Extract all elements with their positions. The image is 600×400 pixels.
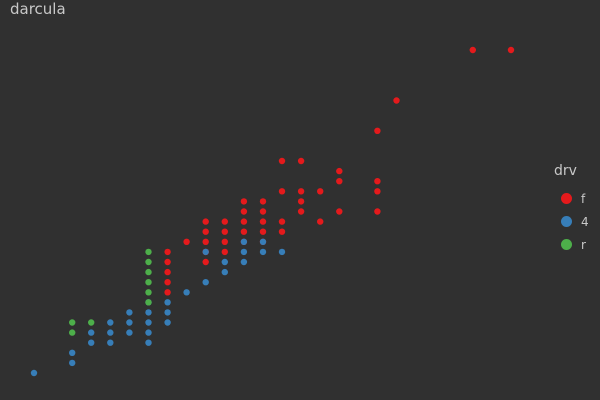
point-f-41 xyxy=(202,258,209,266)
point-4-19 xyxy=(164,319,171,326)
point-f-7 xyxy=(336,178,343,185)
point-4-16 xyxy=(107,319,114,326)
point-f-10 xyxy=(297,188,305,195)
legend-title: drv xyxy=(554,163,577,179)
point-f-31 xyxy=(278,228,286,235)
point-r-6 xyxy=(69,319,76,326)
legend-label-r: r xyxy=(581,237,586,252)
point-f-4 xyxy=(278,157,286,165)
point-f-40 xyxy=(164,258,171,266)
point-f-2 xyxy=(393,97,400,104)
point-f-8 xyxy=(374,178,381,185)
legend-label-f: f xyxy=(581,191,586,206)
point-f-14 xyxy=(259,198,267,205)
point-r-1 xyxy=(145,258,152,266)
point-f-23 xyxy=(240,218,248,225)
point-4-9 xyxy=(202,279,209,286)
point-4-14 xyxy=(145,309,152,316)
point-f-3 xyxy=(374,127,381,134)
point-4-2 xyxy=(202,248,209,256)
point-f-42 xyxy=(164,268,171,276)
point-4-7 xyxy=(240,258,248,266)
point-4-21 xyxy=(107,329,114,336)
point-4-13 xyxy=(126,309,133,316)
point-f-43 xyxy=(164,279,171,286)
point-4-22 xyxy=(126,329,133,336)
point-4-25 xyxy=(107,339,114,346)
point-4-0 xyxy=(240,238,248,245)
point-4-29 xyxy=(30,369,38,377)
point-r-3 xyxy=(145,279,152,286)
point-f-32 xyxy=(183,238,190,245)
legend-key-r xyxy=(561,239,572,250)
chart-title: darcula xyxy=(10,0,66,18)
point-f-29 xyxy=(240,228,248,235)
point-4-24 xyxy=(88,339,95,346)
legend-key-4 xyxy=(561,216,572,227)
point-f-20 xyxy=(374,208,381,215)
point-f-22 xyxy=(221,218,228,225)
point-4-18 xyxy=(145,319,152,326)
point-4-10 xyxy=(183,289,190,296)
point-r-4 xyxy=(145,289,152,296)
point-4-6 xyxy=(221,258,228,266)
point-f-12 xyxy=(374,188,381,195)
point-f-28 xyxy=(221,228,228,235)
legend-item-f: f xyxy=(554,187,589,210)
point-f-27 xyxy=(202,228,209,235)
point-f-9 xyxy=(278,188,286,195)
point-f-24 xyxy=(259,218,267,225)
point-4-1 xyxy=(259,238,267,245)
point-4-23 xyxy=(145,329,152,336)
point-4-4 xyxy=(259,248,267,256)
legend-label-4: 4 xyxy=(581,214,589,229)
point-f-6 xyxy=(336,167,343,175)
point-r-2 xyxy=(145,268,152,276)
point-4-8 xyxy=(221,268,228,276)
point-f-25 xyxy=(278,218,286,225)
point-f-26 xyxy=(317,218,324,225)
legend-key-f xyxy=(561,193,572,204)
legend-item-r: r xyxy=(554,233,589,256)
point-f-0 xyxy=(469,46,476,54)
point-f-1 xyxy=(507,46,515,54)
point-f-21 xyxy=(202,218,209,225)
point-f-11 xyxy=(317,188,324,195)
legend: drv f 4 r xyxy=(554,163,589,256)
point-f-18 xyxy=(297,208,305,215)
point-4-28 xyxy=(69,359,76,367)
point-f-34 xyxy=(221,238,228,245)
point-4-12 xyxy=(164,299,171,306)
point-f-19 xyxy=(336,208,343,215)
point-r-5 xyxy=(145,299,152,306)
point-4-3 xyxy=(240,248,248,256)
point-f-13 xyxy=(240,198,248,205)
point-r-8 xyxy=(69,329,76,336)
point-4-5 xyxy=(278,248,286,256)
point-f-37 xyxy=(164,248,171,256)
point-4-20 xyxy=(88,329,95,336)
point-4-26 xyxy=(145,339,152,346)
point-f-15 xyxy=(297,198,305,205)
point-f-39 xyxy=(221,248,228,256)
point-4-17 xyxy=(126,319,133,326)
point-f-16 xyxy=(240,208,248,215)
point-4-15 xyxy=(164,309,171,316)
point-f-5 xyxy=(297,157,305,165)
point-f-17 xyxy=(259,208,267,215)
point-f-30 xyxy=(259,228,267,235)
point-r-0 xyxy=(145,248,152,256)
point-f-44 xyxy=(164,289,171,296)
legend-item-4: 4 xyxy=(554,210,589,233)
point-4-27 xyxy=(69,349,76,356)
point-r-7 xyxy=(88,319,95,326)
point-f-33 xyxy=(202,238,209,245)
